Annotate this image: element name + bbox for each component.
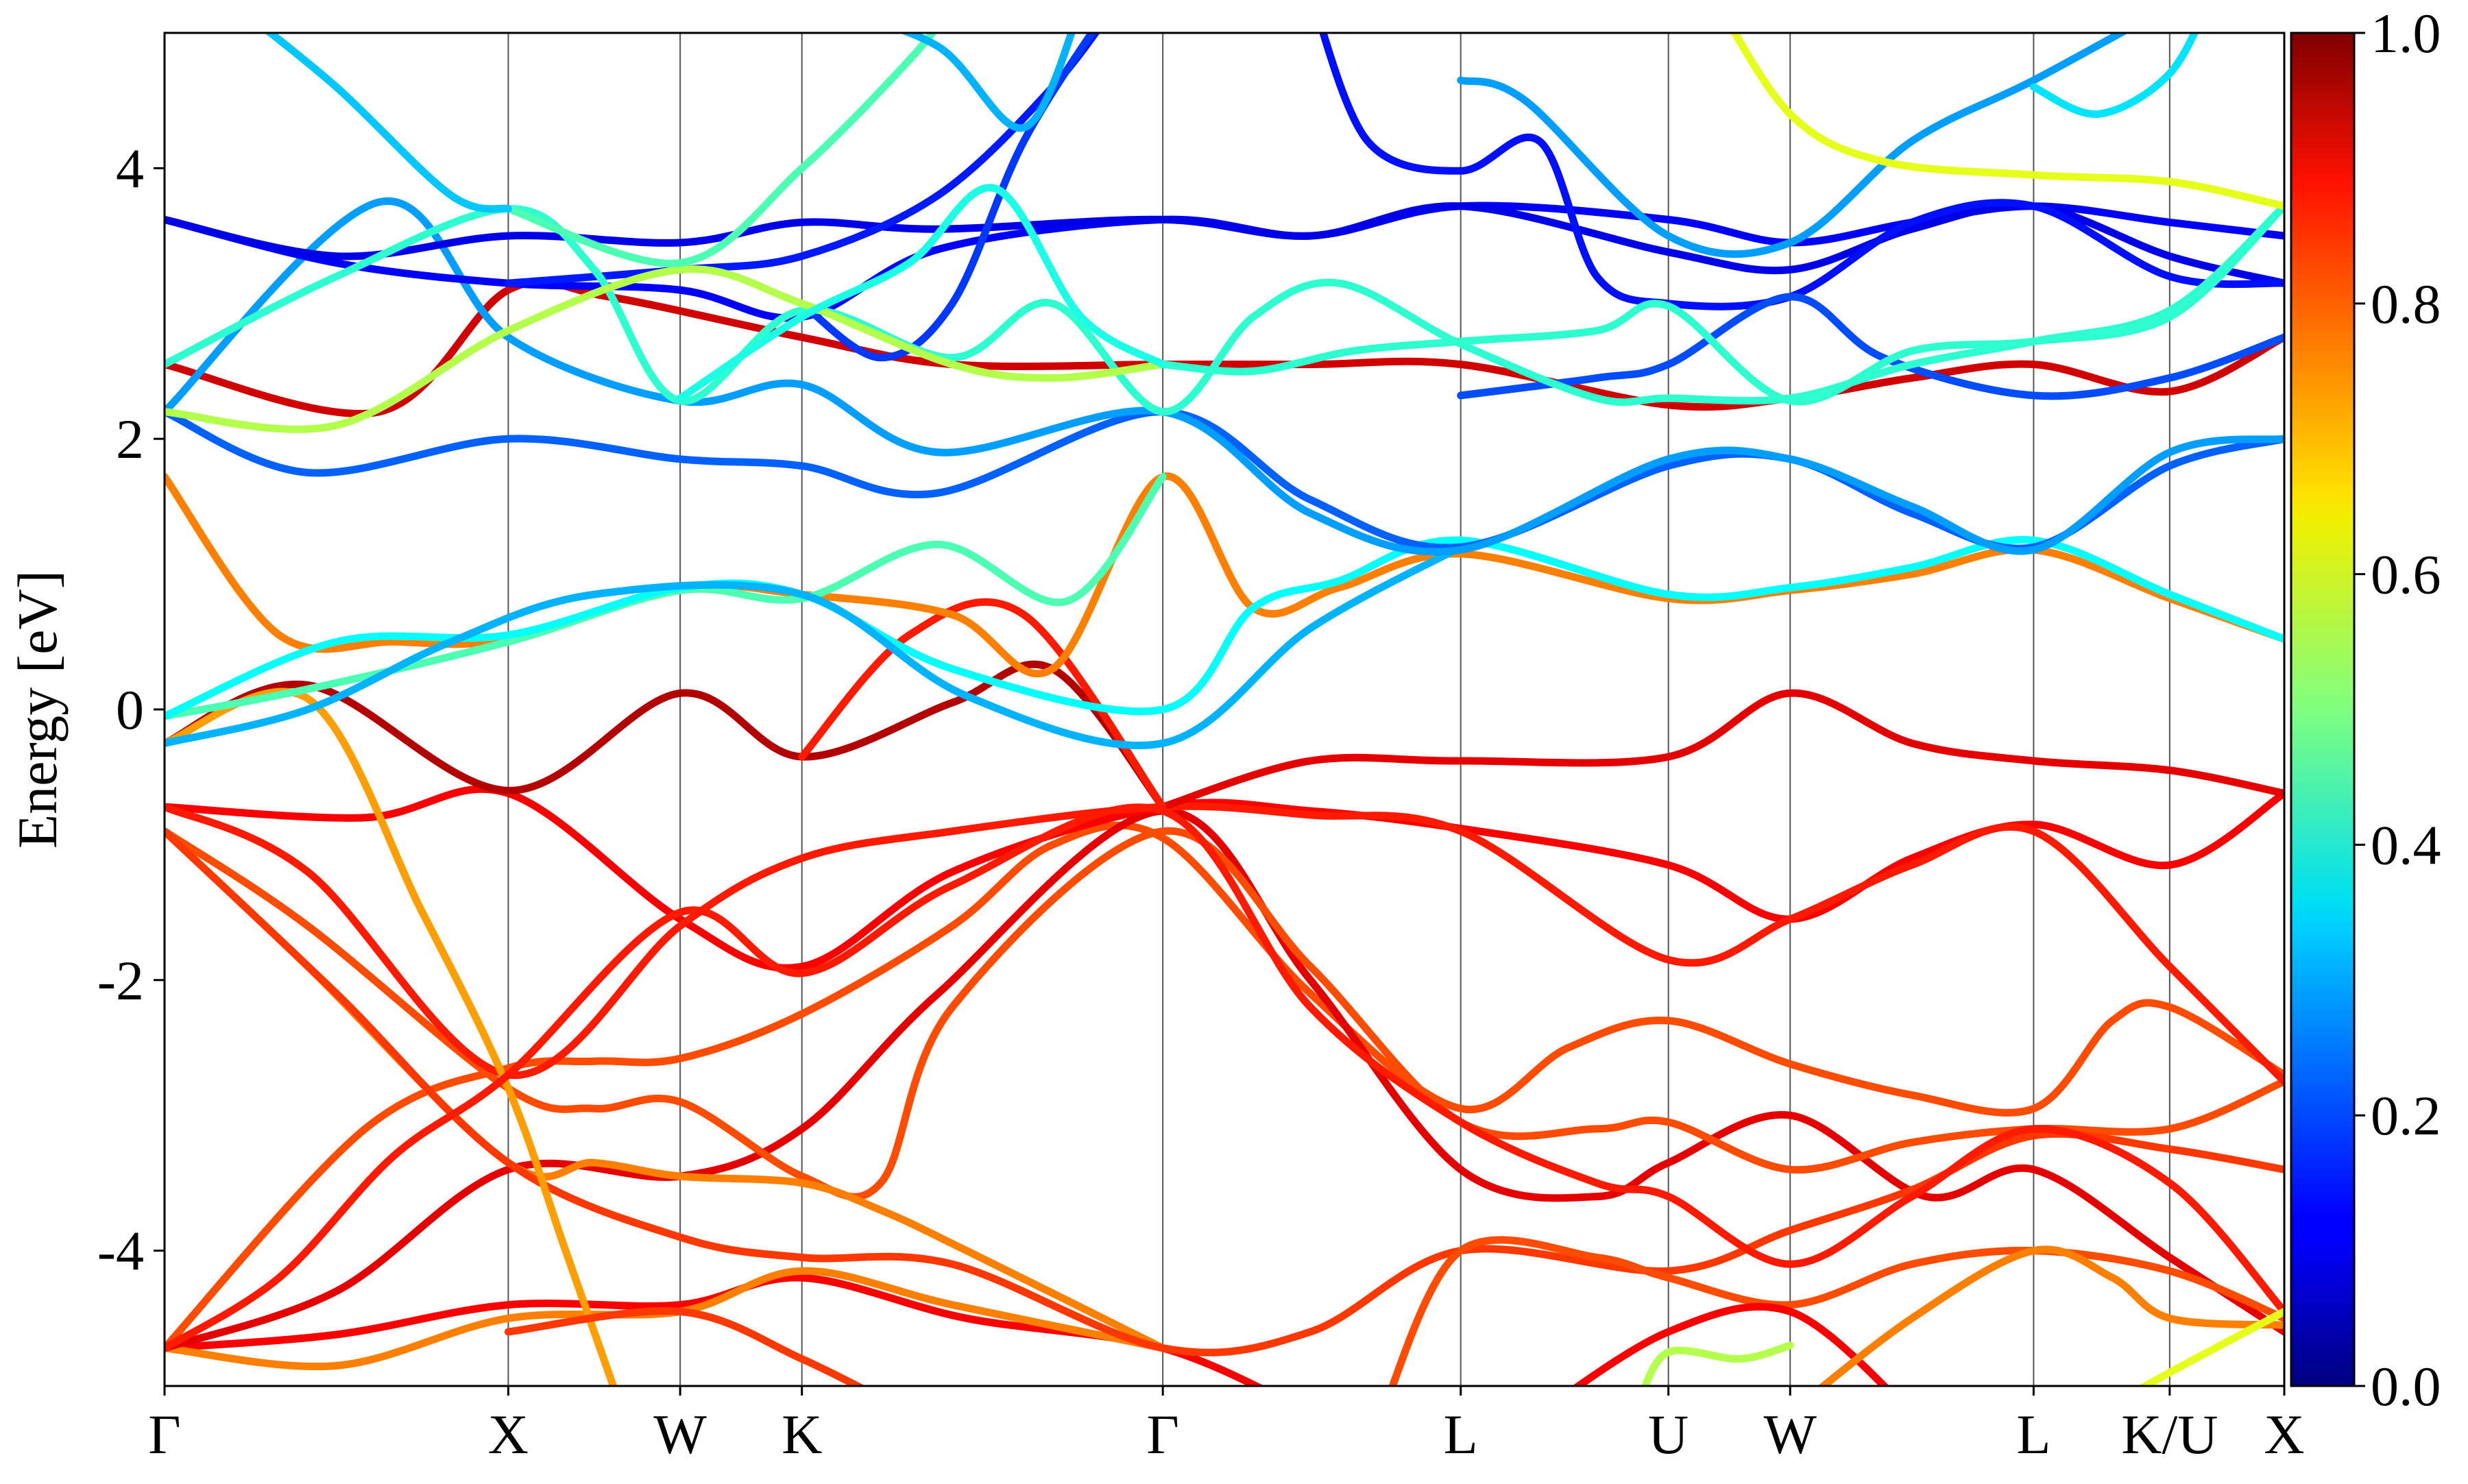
band-line: [1457, 33, 2129, 258]
band-line: [165, 785, 2284, 972]
band-line: [264, 33, 512, 213]
band-line: [1159, 202, 2284, 406]
band-line: [1571, 1302, 1889, 1386]
band-line: [1388, 1236, 2284, 1386]
band-line: [165, 278, 2284, 417]
y-tick-label: -2: [97, 949, 144, 1012]
band-line: [798, 598, 1167, 811]
band-line: [899, 33, 1076, 132]
band-line: [1730, 33, 2284, 210]
band-line: [165, 543, 1465, 749]
x-tick-label: X: [2264, 1403, 2304, 1465]
band-line: [1457, 293, 2284, 400]
x-tick-label: U: [1648, 1403, 1689, 1465]
band-line: [1817, 1245, 2284, 1386]
colorbar-tick-label: 0.4: [2371, 814, 2441, 876]
band-line: [165, 202, 2284, 287]
band-line: [1641, 1341, 1794, 1386]
colorbar-tick-label: 1.0: [2371, 2, 2441, 64]
bands: [165, 33, 2284, 1386]
band-line: [165, 408, 2284, 552]
colorbar-gradient: [2290, 32, 2356, 1387]
x-axis: Γ X W K Γ L U W L K/U X: [148, 1386, 2305, 1465]
y-tick-label: 4: [116, 137, 144, 199]
x-tick-label: Γ: [1146, 1403, 1178, 1465]
band-line: [2029, 33, 2199, 118]
band-line: [504, 1307, 866, 1386]
band-line: [165, 472, 2284, 678]
x-tick-label: W: [1764, 1403, 1817, 1465]
band-line: [504, 33, 937, 267]
y-axis-label: Energy [eV]: [6, 570, 69, 849]
y-tick-label: 0: [116, 679, 144, 741]
band-line: [1159, 689, 2284, 811]
band-line: [165, 265, 1167, 433]
x-tick-label: K: [782, 1403, 822, 1465]
band-line: [165, 202, 2284, 416]
x-tick-label: X: [488, 1403, 529, 1465]
band-line: [165, 197, 2284, 556]
colorbar: 0.0 0.2 0.4 0.6 0.8 1.0: [2290, 2, 2441, 1418]
band-line: [798, 33, 1097, 362]
band-line: [165, 802, 2284, 1086]
band-line: [2138, 1307, 2284, 1386]
band-line: [165, 803, 2284, 1352]
colorbar-tick-label: 0.0: [2371, 1355, 2441, 1418]
x-tick-label: L: [1444, 1403, 1478, 1465]
band-line: [165, 660, 1167, 811]
y-tick-label: 2: [116, 408, 144, 470]
band-line: [676, 184, 1167, 402]
band-line: [165, 535, 2284, 720]
band-line: [165, 473, 1167, 720]
colorbar-tick-label: 0.6: [2371, 544, 2441, 606]
x-tick-label: W: [653, 1403, 707, 1465]
y-tick-label: -4: [97, 1220, 144, 1282]
colorbar-tick-label: 0.2: [2371, 1084, 2441, 1147]
x-tick-label: Γ: [148, 1403, 180, 1465]
band-line: [1319, 33, 2284, 311]
colorbar-tick-label: 0.8: [2371, 273, 2441, 335]
band-line: [165, 821, 2284, 1352]
x-tick-label: L: [2016, 1403, 2050, 1465]
x-tick-label: K/U: [2121, 1403, 2218, 1465]
y-axis: 4 2 0 -2 -4: [97, 137, 165, 1282]
